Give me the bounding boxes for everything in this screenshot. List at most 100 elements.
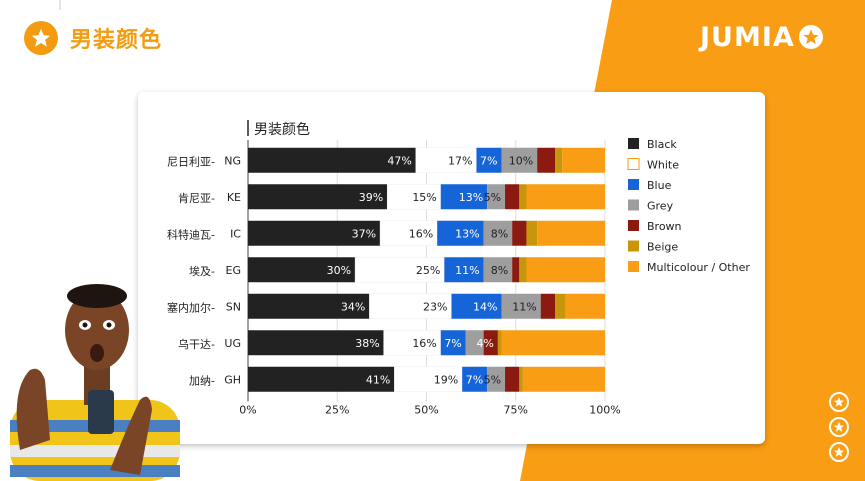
bar-segment bbox=[248, 330, 384, 356]
bar-segment bbox=[526, 257, 605, 283]
bar-segment bbox=[555, 293, 566, 319]
stacked-bar-chart: 0% 25% 50% 75% 100% 男装颜色 NG 尼日利亚- 47% 17% 7% 10% KE 肯… bbox=[167, 120, 750, 417]
bar-segment bbox=[248, 257, 356, 283]
bar-segment bbox=[505, 366, 520, 392]
bar-segment bbox=[505, 184, 520, 210]
data-label: 37% bbox=[352, 227, 376, 240]
data-label: 8% bbox=[491, 264, 508, 277]
x-tick-label: 25% bbox=[325, 404, 349, 417]
bar-segment bbox=[440, 184, 488, 210]
bar-segment bbox=[248, 293, 370, 319]
side-star-icon-3 bbox=[829, 442, 849, 462]
bar-segment bbox=[415, 147, 477, 173]
category-name: 加纳- bbox=[189, 374, 215, 387]
data-label: 19% bbox=[434, 373, 458, 386]
bar-segment bbox=[501, 293, 541, 319]
data-label: 5% bbox=[484, 191, 501, 204]
category-code: SN bbox=[226, 300, 241, 313]
bar-segment bbox=[526, 184, 605, 210]
side-star-icon-2 bbox=[829, 417, 849, 437]
data-label: 38% bbox=[355, 337, 379, 350]
legend-label: Blue bbox=[647, 179, 672, 192]
legend-swatch bbox=[628, 220, 639, 231]
bar-segment bbox=[501, 147, 538, 173]
x-tick-label: 50% bbox=[414, 404, 438, 417]
bar-segment bbox=[451, 293, 502, 319]
bar-segment bbox=[248, 184, 388, 210]
bar-segment bbox=[248, 366, 395, 392]
legend-swatch bbox=[628, 138, 639, 149]
legend-swatch bbox=[628, 199, 639, 211]
bar-segment bbox=[497, 330, 502, 356]
legend-label: Black bbox=[647, 138, 677, 151]
data-label: 5% bbox=[484, 373, 501, 386]
data-label: 41% bbox=[366, 373, 390, 386]
bar-segment bbox=[476, 147, 502, 173]
bar-segment bbox=[394, 366, 463, 392]
bar-segment bbox=[386, 184, 442, 210]
bar-segment bbox=[487, 366, 506, 392]
legend-swatch bbox=[628, 261, 639, 272]
data-label: 11% bbox=[512, 300, 536, 313]
bar-segment bbox=[501, 330, 605, 356]
bar-segment bbox=[369, 293, 452, 319]
header: 男装颜色 bbox=[24, 18, 162, 58]
data-label: 30% bbox=[327, 264, 351, 277]
side-star-icon-1 bbox=[829, 392, 849, 412]
legend-swatch bbox=[628, 179, 639, 190]
bar-segment bbox=[512, 257, 520, 283]
bar-segment bbox=[512, 220, 527, 246]
legend-label: Multicolour / Other bbox=[647, 261, 750, 274]
legend-label: Beige bbox=[647, 241, 678, 254]
bar-segment bbox=[465, 330, 484, 356]
category-name: 埃及- bbox=[189, 264, 215, 278]
category-code: NG bbox=[224, 154, 241, 167]
bar-segment bbox=[483, 220, 513, 246]
x-tick-label: 100% bbox=[589, 404, 620, 417]
bar-segment bbox=[537, 220, 605, 246]
star-icon bbox=[24, 21, 58, 55]
bar-segment bbox=[440, 330, 466, 356]
data-label: 47% bbox=[387, 154, 411, 167]
bar-segment bbox=[354, 257, 445, 283]
bar-segment bbox=[522, 366, 605, 392]
jumia-star-icon bbox=[798, 25, 823, 49]
data-label: 16% bbox=[409, 227, 433, 240]
legend-label: Grey bbox=[647, 200, 674, 213]
data-label: 25% bbox=[416, 264, 440, 277]
category-name: 尼日利亚- bbox=[167, 155, 215, 168]
bar-segment bbox=[519, 257, 527, 283]
jumia-logo: JUMIA bbox=[700, 20, 823, 54]
data-label: 15% bbox=[412, 191, 436, 204]
data-label: 7% bbox=[480, 154, 497, 167]
data-label: 14% bbox=[473, 300, 497, 313]
bar-segment bbox=[444, 257, 484, 283]
person-photo bbox=[10, 284, 180, 481]
legend-swatch bbox=[628, 240, 639, 252]
data-label: 11% bbox=[455, 264, 479, 277]
category-name: 乌干达- bbox=[178, 337, 215, 351]
bar-segment bbox=[562, 147, 605, 173]
data-label: 16% bbox=[412, 337, 436, 350]
chart-title: 男装颜色 bbox=[254, 121, 310, 138]
x-tick-label: 0% bbox=[239, 404, 256, 417]
data-label: 13% bbox=[459, 191, 483, 204]
bar-segment bbox=[248, 147, 416, 173]
data-label: 23% bbox=[423, 300, 447, 313]
bar-segment bbox=[565, 293, 605, 319]
category-code: GH bbox=[224, 373, 241, 386]
bar-segment bbox=[555, 147, 563, 173]
data-label: 4% bbox=[476, 337, 493, 350]
bar-segment bbox=[383, 330, 442, 356]
bar-segment bbox=[537, 147, 556, 173]
logo-text: JUMIA bbox=[700, 21, 795, 53]
bar-segment bbox=[483, 257, 513, 283]
category-code: UG bbox=[224, 337, 241, 350]
bar-segment bbox=[483, 330, 498, 356]
category-name: 肯尼亚- bbox=[178, 192, 215, 205]
category-name: 塞内加尔- bbox=[167, 300, 215, 314]
bar-segment bbox=[487, 184, 506, 210]
data-label: 39% bbox=[359, 191, 383, 204]
bar-segment bbox=[526, 220, 538, 246]
data-label: 13% bbox=[455, 227, 479, 240]
